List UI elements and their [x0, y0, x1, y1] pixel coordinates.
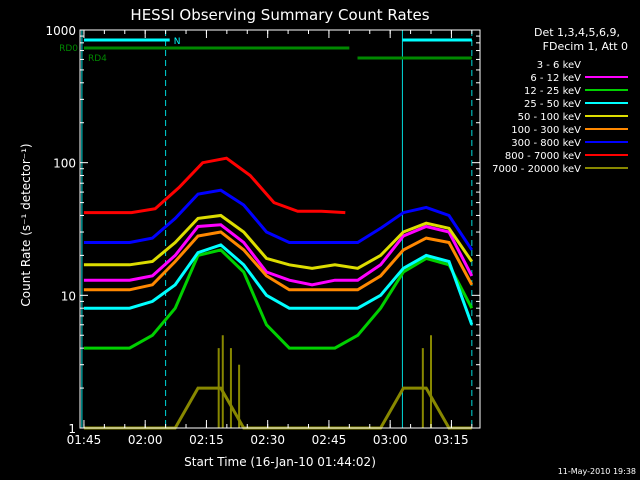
legend-label-6: 100 - 300 keV	[511, 125, 581, 136]
series-line-4	[83, 243, 474, 326]
x-tick-label: 01:45	[67, 433, 102, 447]
plot-layer: N RD0 RD4	[59, 30, 474, 430]
legend-title-line-1: Det 1,3,4,5,6,9,	[534, 26, 620, 39]
legend-layer: 3 - 6 keV 6 - 12 keV 12 - 25 keV 25 - 50 ke…	[492, 60, 628, 175]
legend-label-4: 25 - 50 keV	[524, 99, 581, 110]
axis-layer: 1 10 100 1000 01:45 02:00 02:15 02:30 02:45 03:00…	[45, 24, 481, 447]
x-tick-label: 02:45	[312, 433, 347, 447]
rd0-flag-label: RD0	[59, 44, 78, 54]
rd4-flag-label: RD4	[88, 54, 107, 64]
x-tick-label: 03:00	[373, 433, 408, 447]
x-axis-label: Start Time (16-Jan-10 01:44:02)	[184, 455, 376, 469]
series-line-6	[83, 230, 474, 292]
legend-label-3: 12 - 25 keV	[524, 86, 581, 97]
legend-label-2: 6 - 12 keV	[530, 73, 581, 84]
series-line-3	[83, 248, 474, 350]
footer-date: 11-May-2010 19:38	[558, 467, 636, 476]
x-tick-label: 02:00	[128, 433, 163, 447]
legend-label-7: 300 - 800 keV	[511, 138, 581, 149]
legend-label-1: 3 - 6 keV	[537, 60, 581, 71]
night-flag-label: N	[174, 37, 181, 47]
y-tick-label: 1	[68, 422, 76, 436]
legend-label-8: 800 - 7000 keV	[505, 151, 581, 162]
series-line-8	[83, 156, 346, 215]
x-tick-label: 02:15	[189, 433, 224, 447]
series-line-1	[83, 238, 474, 304]
series-line-2	[83, 223, 474, 287]
y-axis-label: Count Rate (s⁻¹ detector⁻¹)	[19, 143, 33, 306]
series-line-7	[83, 188, 474, 251]
plot-frame	[79, 29, 481, 429]
x-tick-label: 02:30	[250, 433, 285, 447]
legend-title-line-2: FDecim 1, Att 0	[543, 40, 628, 53]
series-line-5	[83, 213, 474, 270]
x-tick-label: 03:15	[434, 433, 469, 447]
y-tick-label: 10	[61, 289, 76, 303]
y-tick-label: 100	[53, 157, 76, 171]
legend-label-5: 50 - 100 keV	[518, 112, 582, 123]
chart-title: HESSI Observing Summary Count Rates	[130, 6, 429, 24]
legend-label-9: 7000 - 20000 keV	[492, 164, 581, 175]
y-tick-label: 1000	[45, 24, 76, 38]
